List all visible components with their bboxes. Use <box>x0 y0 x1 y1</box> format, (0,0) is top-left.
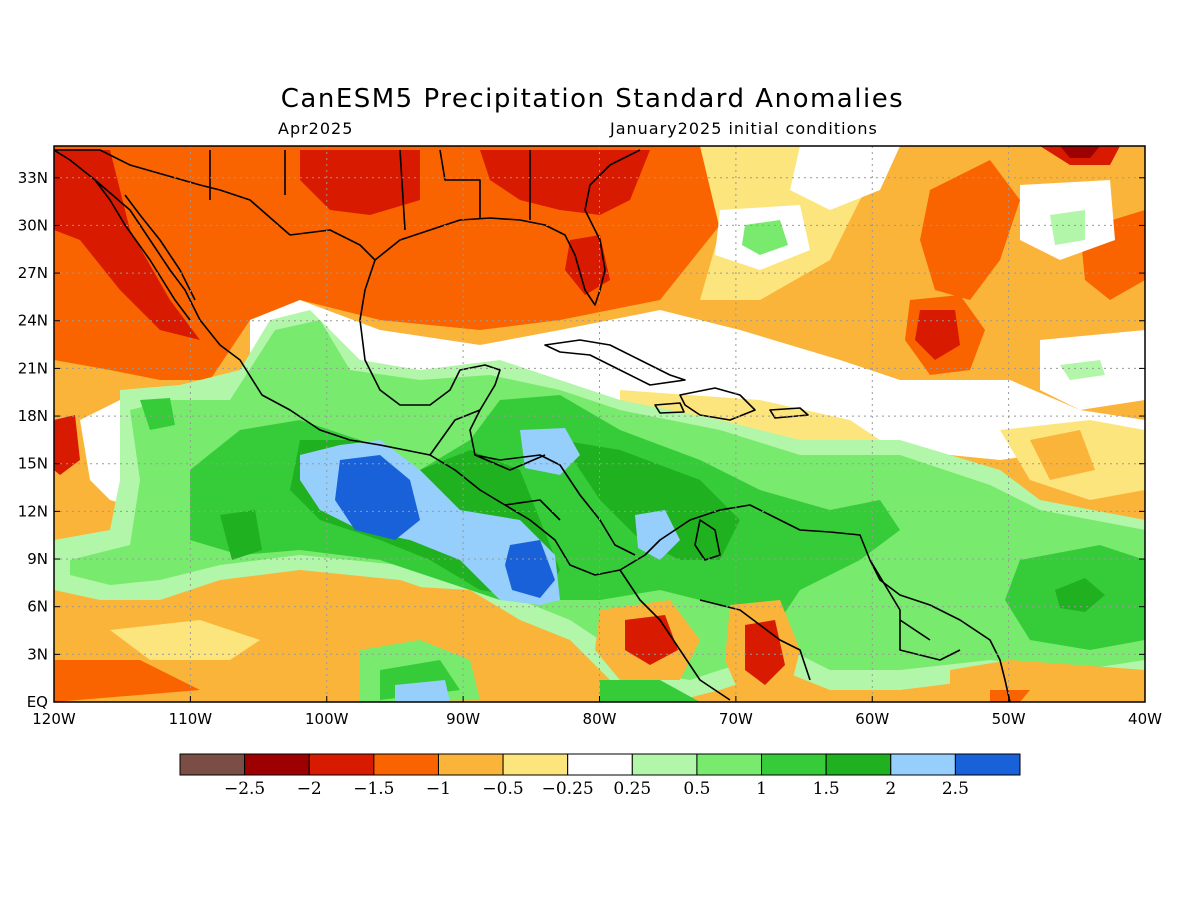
wet-blue-dark-1 <box>335 455 420 540</box>
colorbar-label: −2 <box>297 779 322 799</box>
colorbar-label: 1 <box>756 779 767 799</box>
dry-south-mid <box>380 585 530 650</box>
lat-tick-label: 33N <box>18 169 48 187</box>
dry-south-west-core <box>54 660 200 702</box>
dry-core-gulf <box>565 235 610 295</box>
colorbar-label: 2 <box>885 779 896 799</box>
colorbar-swatch <box>567 753 633 776</box>
lon-tick-label: 40W <box>1128 710 1162 728</box>
map-title: CanESM5 Precipitation Standard Anomalies <box>280 84 905 114</box>
lat-tick-label: 6N <box>27 598 48 616</box>
lat-tick-label: 24N <box>18 312 48 330</box>
wet-core-west <box>220 510 262 560</box>
lat-tick-label: 12N <box>18 502 48 520</box>
lat-tick-label: 18N <box>18 407 48 425</box>
wet-blue-dark-2 <box>505 540 555 598</box>
lat-tick-label: 3N <box>27 645 48 663</box>
grid <box>54 146 1145 702</box>
lat-tick-label: 15N <box>18 455 48 473</box>
wet-small-north <box>140 398 175 430</box>
wet-core-2 <box>560 440 740 560</box>
coast-gulf <box>289 229 636 556</box>
valid-month-label: Apr2025 <box>278 119 354 138</box>
coast-jamaica <box>654 402 685 414</box>
colorbar-label: −2.5 <box>224 779 265 799</box>
dry-south-east-core <box>990 690 1030 702</box>
wet-south-mid-blue <box>395 680 450 702</box>
coast-puerto-rico <box>769 407 809 419</box>
wet-blue-light-3 <box>635 510 680 560</box>
lon-tick-label: 110W <box>169 710 213 728</box>
coast-hispaniola <box>679 387 756 421</box>
lon-tick-label: 70W <box>719 710 753 728</box>
colorbar-swatch <box>696 753 763 776</box>
border-us-states <box>209 149 531 231</box>
colorbar-swatch <box>761 753 827 776</box>
coastlines <box>54 149 1011 702</box>
colorbar-swatch <box>373 753 439 776</box>
colorbar-swatch <box>437 753 504 776</box>
border-guianas <box>869 559 961 661</box>
colorbar-label: −0.5 <box>482 779 523 799</box>
lon-tick-label: 120W <box>32 710 76 728</box>
border-central-america <box>429 409 561 521</box>
lat-tick-label: 21N <box>18 359 48 377</box>
colorbar-label: 0.25 <box>613 779 651 799</box>
colorbar-swatch <box>954 753 1021 776</box>
init-conditions-label: January2025 initial conditions <box>610 119 878 138</box>
longitude-axis: 120W 110W 100W 90W 80W 70W 60W 50W 40W <box>32 696 1162 728</box>
colorbar-swatch <box>179 753 246 776</box>
dry-band-north-core <box>54 150 650 340</box>
coast-cuba <box>544 339 686 386</box>
neutral-south-west <box>110 620 260 660</box>
wet-atlantic-small-3 <box>1060 360 1105 380</box>
latitude-axis: EQ 3N 6N 9N 12N 15N 18N 21N 24N 27N 30N 33N <box>18 169 1145 711</box>
colorbar-swatch <box>631 753 698 776</box>
colorbar-label: 0.5 <box>683 779 710 799</box>
dry-east <box>1030 430 1095 480</box>
lat-tick-label: 30N <box>18 216 48 234</box>
dry-atlantic-1 <box>920 160 1020 300</box>
coast-us-gulf <box>374 149 641 306</box>
lat-tick-label: 9N <box>27 550 48 568</box>
coast-mexico-pacific <box>54 149 646 576</box>
coast-baja <box>94 179 196 321</box>
wet-atlantic-small-2 <box>1050 210 1085 245</box>
neutral-atlantic-2 <box>790 146 900 210</box>
lon-tick-label: 50W <box>992 710 1026 728</box>
colorbar-label: 2.5 <box>942 779 969 799</box>
lat-tick-label: EQ <box>27 693 48 711</box>
wet-south-amazon <box>600 680 700 702</box>
lon-tick-label: 60W <box>855 710 889 728</box>
colorbar: −2.5 −2 −1.5 −1 −0.5 −0.25 0.25 0.5 1 1.5 2 2.5 <box>179 753 1021 799</box>
colorbar-label: −0.25 <box>542 779 594 799</box>
wet-core-atlantic <box>1055 578 1105 612</box>
lat-tick-label: 27N <box>18 264 48 282</box>
colorbar-swatch <box>244 753 310 776</box>
lon-tick-label: 90W <box>446 710 480 728</box>
colorbar-label: 1.5 <box>813 779 840 799</box>
colorbar-label: −1.5 <box>353 779 394 799</box>
colorbar-swatch <box>825 753 892 776</box>
dry-core-northeast-inner <box>1060 146 1100 158</box>
colorbar-swatch <box>502 753 569 776</box>
lon-tick-label: 100W <box>305 710 349 728</box>
anomaly-field <box>54 146 1145 702</box>
wet-atlantic-small-1 <box>742 220 788 255</box>
colorbar-label: −1 <box>426 779 451 799</box>
lon-tick-label: 80W <box>583 710 617 728</box>
colorbar-swatch <box>308 753 375 776</box>
dry-west-edge <box>54 415 80 475</box>
colorbar-swatch <box>890 753 956 776</box>
dry-atlantic-core <box>915 310 960 360</box>
border-us-mexico <box>54 149 291 236</box>
coast-venezuela-lake <box>694 519 721 561</box>
